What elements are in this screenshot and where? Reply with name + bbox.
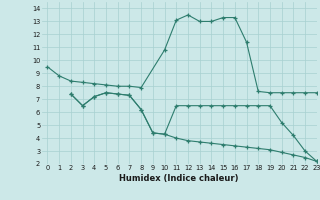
X-axis label: Humidex (Indice chaleur): Humidex (Indice chaleur) (119, 174, 239, 183)
